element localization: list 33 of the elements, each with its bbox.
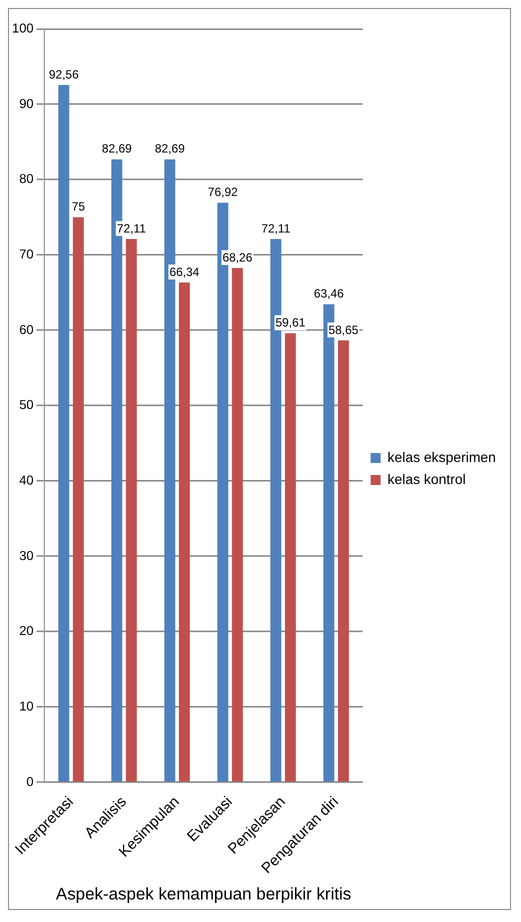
data-label: 59,61 — [275, 316, 306, 330]
y-tick-label: 70 — [19, 246, 34, 262]
data-label: 92,56 — [48, 67, 80, 82]
y-tick-label: 50 — [19, 397, 34, 412]
y-tick-label: 30 — [19, 548, 34, 563]
y-tick-label: 20 — [19, 623, 34, 638]
x-axis-title: Aspek-aspek kemampuan berpikir kritis — [56, 884, 352, 904]
legend-label: kelas eksperimen — [388, 448, 496, 465]
y-tick-label: 40 — [19, 472, 34, 488]
data-label: 72,11 — [116, 221, 146, 236]
data-label: 75 — [72, 200, 86, 214]
data-label: 76,92 — [208, 185, 238, 200]
bar — [178, 282, 190, 782]
data-label: 68,26 — [222, 250, 253, 264]
data-label: 82,69 — [154, 142, 186, 156]
data-label: 66,34 — [169, 264, 200, 279]
data-label: 63,46 — [314, 286, 344, 301]
y-tick-label: 0 — [26, 774, 34, 789]
y-tick-label: 60 — [19, 322, 34, 337]
y-tick-label: 100 — [12, 20, 34, 36]
legend-label: kelas kontrol — [388, 470, 466, 487]
y-tick-label: 80 — [19, 171, 34, 186]
bar — [58, 85, 70, 782]
data-label: 82,69 — [102, 142, 132, 156]
data-label: 58,65 — [328, 322, 359, 337]
y-tick-label: 10 — [19, 698, 34, 714]
bar — [72, 217, 84, 782]
bar — [284, 333, 296, 782]
bar — [338, 340, 349, 782]
bar — [126, 239, 137, 782]
y-tick-label: 90 — [19, 96, 34, 111]
bar — [232, 268, 243, 782]
data-label: 72,11 — [261, 221, 291, 236]
